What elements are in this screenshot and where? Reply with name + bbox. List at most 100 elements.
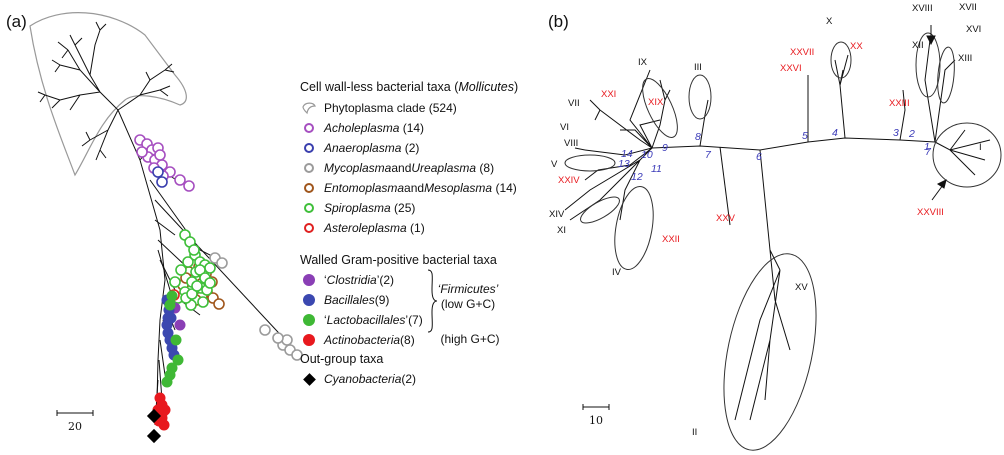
taxon-name: Ureaplasma (411, 161, 477, 175)
clade-label: XVIII (912, 3, 933, 14)
legend-row-mollicutes: Asteroleplasma (1) (300, 219, 425, 237)
filled-circle-icon (300, 331, 318, 349)
branch-number-label: 4 (832, 127, 838, 139)
legend-row-cyanobacteria: Cyanobacteria (2) (300, 370, 416, 388)
legend-row-mollicutes: Anaeroplasma (2) (300, 139, 419, 157)
clade-label-novel: XXIII (889, 98, 910, 109)
taxon-marker-open (154, 149, 166, 161)
taxon-count: (14) (399, 121, 425, 135)
taxon-name: Asteroleplasma (324, 221, 407, 235)
branch-number-label: 7 (925, 146, 932, 158)
clade-label-novel: XXI (601, 89, 616, 100)
clade-label-novel: XXV (716, 213, 736, 224)
clade-label-novel: XXVI (780, 63, 802, 74)
taxon-name: Mycoplasma (324, 161, 392, 175)
clade-label: VIII (564, 138, 578, 149)
clade-V-outline (564, 154, 616, 172)
taxon-marker-filled (174, 319, 186, 331)
phytoplasma-branches (37, 21, 175, 161)
open-circle-icon (300, 159, 318, 177)
taxon-name: Actinobacteria (324, 333, 401, 347)
branch-number-label: 10 (641, 149, 653, 161)
clade-label: IV (612, 267, 622, 278)
taxon-marker-open (213, 298, 225, 310)
legend-row-walled: ‘Lactobacillales’ (7) (300, 311, 423, 329)
taxon-marker-open (156, 176, 168, 188)
clade-label: XVI (966, 24, 981, 35)
open-circle-icon (300, 199, 318, 217)
taxon-marker-open (216, 257, 228, 269)
taxon-name: Mesoplasma (424, 181, 493, 195)
taxon-marker-open (194, 264, 206, 276)
tree-a-markers (134, 134, 303, 444)
legend-row-mollicutes: Entomoplasma and Mesoplasma (14) (300, 179, 517, 197)
tree-b-clade-outlines (564, 32, 1002, 451)
taxon-name: Spiroplasma (324, 201, 391, 215)
clade-label-novel: XXVII (790, 47, 814, 58)
taxon-name: Lactobacillales (326, 313, 406, 327)
legend-row-walled: ‘Clostridia’ (2) (300, 271, 394, 289)
clade-XII-outline (915, 32, 941, 98)
high-gc-note: (high G+C) (440, 332, 500, 346)
clade-III-outline (688, 74, 712, 120)
tree-b-arrows (926, 25, 947, 201)
clade-label: IX (638, 57, 648, 68)
taxon-marker-filled (170, 334, 182, 346)
taxon-count: (25) (390, 201, 416, 215)
legend-row-mollicutes: Acholeplasma (14) (300, 119, 424, 137)
mollicutes-heading: Cell wall-less bacterial taxa (Mollicute… (300, 80, 519, 94)
panel-a-label: (a) (6, 12, 27, 31)
diamond-icon (300, 370, 318, 388)
taxon-marker-open (204, 277, 216, 289)
clade-label: V (551, 159, 558, 170)
branch-number-label: 8 (695, 131, 701, 143)
taxon-name: Anaeroplasma (324, 141, 402, 155)
taxon-name: Acholeplasma (324, 121, 400, 135)
branch-number-label: 9 (662, 142, 668, 154)
clade-XVIII-outline (937, 46, 955, 104)
branch-number-label: 5 (802, 130, 808, 142)
clade-II-outline (723, 253, 817, 451)
phytoplasma-clade-icon (300, 99, 318, 117)
branch-number-label: 11 (651, 163, 662, 175)
clade-IV-outline (614, 186, 654, 270)
clade-label: III (694, 62, 702, 73)
taxon-marker-open (188, 244, 200, 256)
legend-row-walled: Bacillales (9) (300, 291, 389, 309)
branch-number-label: 2 (908, 128, 915, 140)
taxon-marker-open (152, 166, 164, 178)
clade-label-novel: XIX (648, 97, 664, 108)
clade-label: XIII (958, 53, 972, 64)
taxon-count: (2) (401, 141, 420, 155)
clade-XIV-outline (580, 196, 620, 224)
branch-number-label: 14 (621, 148, 633, 160)
clade-label: XVII (959, 2, 977, 13)
taxon-marker-filled (166, 290, 178, 302)
cyanobacteria-marker (146, 428, 162, 444)
clade-label: XII (912, 40, 924, 51)
taxon-marker-filled (164, 299, 176, 311)
filled-circle-icon (300, 311, 318, 329)
clade-label-novel: XXIV (558, 175, 580, 186)
scale-a-label: 20 (68, 420, 82, 433)
filled-circle-icon (300, 291, 318, 309)
clade-label-novel: XXII (662, 234, 680, 245)
taxon-name: Clostridia (326, 273, 377, 287)
open-circle-icon (300, 179, 318, 197)
taxon-marker-open (182, 256, 194, 268)
taxon-marker-open (136, 146, 148, 158)
branch-number-label: 7 (705, 149, 712, 161)
taxon-marker-open (169, 276, 181, 288)
clade-IX-outline (642, 78, 678, 138)
clade-label: XIV (549, 209, 565, 220)
taxon-conjunction: and (391, 161, 412, 175)
taxon-marker-filled (172, 354, 184, 366)
branch-number-label: 6 (756, 151, 762, 163)
open-circle-icon (300, 219, 318, 237)
legend-row-phytoplasma: Phytoplasma clade (524) (300, 99, 457, 117)
taxon-marker-open (272, 332, 284, 344)
scale-b-label: 10 (589, 414, 603, 427)
